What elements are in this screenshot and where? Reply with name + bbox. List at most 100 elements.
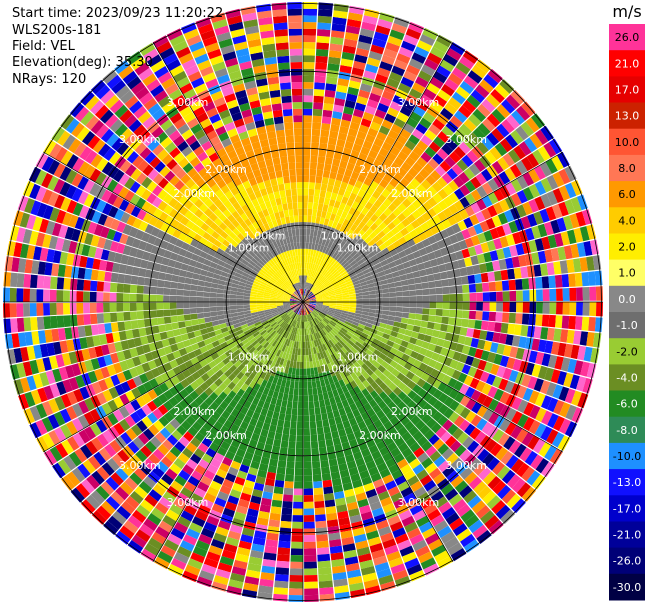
velocity-gate [303,288,305,296]
velocity-gate [315,514,326,522]
velocity-gate [278,290,286,294]
velocity-gate [521,241,531,254]
velocity-gate [573,258,582,273]
velocity-gate [374,109,387,119]
velocity-gate [172,229,182,239]
velocity-gate [514,218,525,232]
velocity-gate [195,178,206,189]
velocity-gate [442,286,450,295]
velocity-gate [169,288,177,296]
velocity-gate [346,501,359,511]
velocity-gate [335,274,342,281]
velocity-gate [220,365,229,374]
velocity-gate [310,312,316,319]
velocity-gate [182,447,194,459]
velocity-gate [47,159,60,175]
velocity-gate [249,337,257,344]
velocity-gate [236,412,246,421]
velocity-gate [274,405,281,413]
velocity-gate [402,198,412,208]
velocity-gate [477,359,487,371]
velocity-gate [163,400,174,412]
velocity-gate [355,268,363,275]
velocity-gate [374,368,383,378]
velocity-gate [126,76,142,90]
velocity-gate [466,328,475,338]
velocity-gate [545,206,557,221]
velocity-gate [382,333,391,340]
velocity-gate [366,99,379,109]
velocity-gate [76,291,84,302]
velocity-gate [160,355,169,365]
velocity-gate [267,345,274,353]
velocity-gate [308,295,316,300]
velocity-gate [430,368,440,379]
velocity-gate [321,260,327,268]
velocity-gate [197,151,208,162]
velocity-gate [347,269,355,276]
velocity-gate [332,336,339,344]
velocity-gate [317,338,322,346]
velocity-gate [197,280,206,287]
velocity-gate [423,260,432,269]
velocity-gate [419,474,433,486]
velocity-gate [112,196,124,209]
velocity-gate [401,188,411,198]
velocity-gate [275,316,282,322]
velocity-gate [227,495,240,505]
velocity-gate [287,279,292,286]
velocity-gate [356,130,367,140]
velocity-gate [298,395,303,402]
velocity-gate [317,366,322,374]
velocity-gate [361,284,369,290]
velocity-gate [292,521,303,529]
velocity-gate [481,182,494,195]
velocity-gate [287,394,294,402]
velocity-gate [431,378,442,389]
velocity-gate [163,309,171,317]
velocity-gate [432,389,443,400]
velocity-gate [436,177,448,189]
velocity-gate [61,475,75,491]
velocity-gate [333,152,343,161]
velocity-gate [315,306,322,310]
velocity-gate [316,540,329,549]
velocity-gate [476,530,492,544]
velocity-gate [569,213,580,229]
velocity-gate [269,320,276,326]
velocity-gate [382,538,397,549]
velocity-gate [445,367,456,377]
velocity-gate [371,549,386,560]
velocity-gate [103,216,114,228]
velocity-gate [10,272,18,287]
velocity-gate [54,396,66,411]
velocity-gate [392,217,402,227]
velocity-gate [303,488,314,496]
velocity-gate [295,455,303,462]
velocity-gate [350,380,358,389]
velocity-gate [308,283,312,291]
velocity-gate [127,515,143,529]
velocity-gate [296,302,303,303]
velocity-gate [33,344,43,359]
velocity-gate [365,349,374,357]
velocity-gate [309,302,317,304]
velocity-gate [115,467,129,482]
velocity-gate [178,195,189,206]
velocity-gate [110,272,119,283]
velocity-gate [401,242,410,251]
velocity-gate [354,400,363,409]
velocity-gate [224,334,232,342]
velocity-gate [449,302,457,310]
velocity-gate [381,405,392,415]
velocity-gate [444,488,459,501]
velocity-gate [258,314,266,319]
velocity-gate [430,100,444,113]
velocity-gate [372,258,381,266]
velocity-gate [211,365,221,374]
velocity-gate [119,128,133,142]
velocity-gate [390,492,403,503]
velocity-gate [582,287,590,301]
velocity-gate [58,224,69,239]
velocity-gate [488,281,496,292]
